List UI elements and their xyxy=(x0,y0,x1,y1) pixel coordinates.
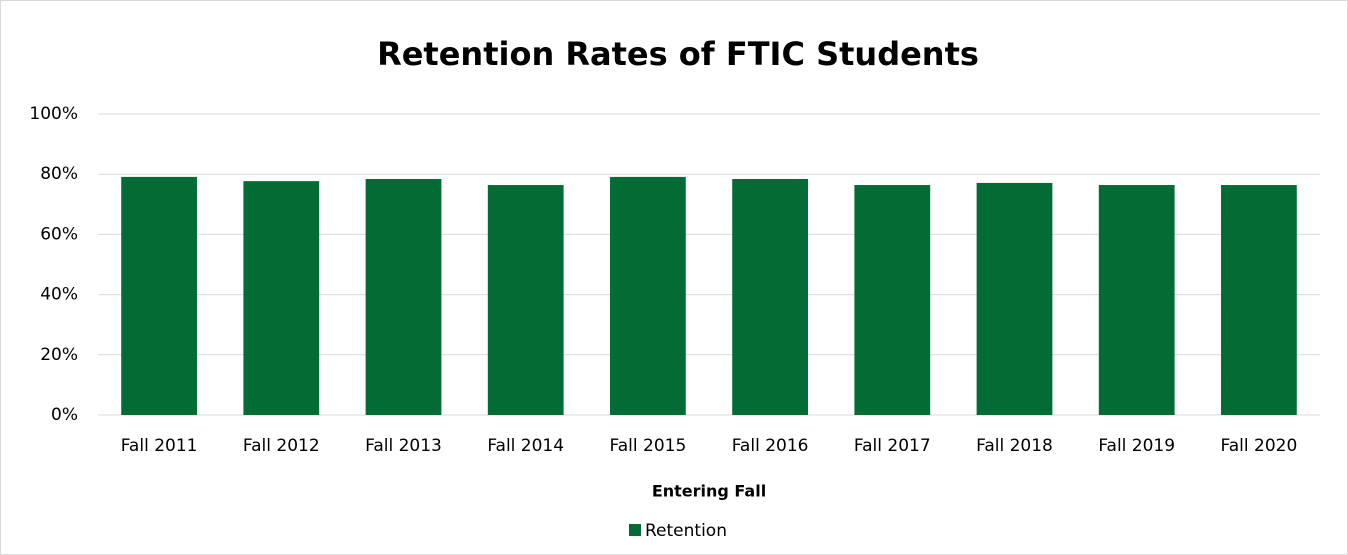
y-tick-label: 60% xyxy=(40,224,78,244)
x-tick-label: Fall 2018 xyxy=(976,436,1053,456)
bar xyxy=(976,182,1053,415)
x-tick-label: Fall 2012 xyxy=(243,436,320,456)
x-tick-label: Fall 2013 xyxy=(365,436,442,456)
x-tick-label: Fall 2011 xyxy=(121,436,198,456)
y-tick-label: 100% xyxy=(29,104,78,124)
bar xyxy=(1221,185,1297,415)
bar xyxy=(243,181,320,415)
y-tick-label: 20% xyxy=(40,345,78,365)
x-tick-label: Fall 2014 xyxy=(487,436,564,456)
x-axis-label: Entering Fall xyxy=(652,482,766,501)
x-tick-label: Fall 2015 xyxy=(610,436,687,456)
bar xyxy=(732,179,808,415)
x-tick-label: Fall 2017 xyxy=(854,436,931,456)
chart-title: Retention Rates of FTIC Students xyxy=(377,35,979,73)
bar xyxy=(121,176,197,415)
legend-swatch xyxy=(629,524,641,536)
bar xyxy=(365,179,442,415)
bar xyxy=(487,185,564,415)
bar xyxy=(610,176,686,415)
legend-label: Retention xyxy=(645,521,727,541)
bar xyxy=(1098,185,1175,415)
x-tick-label: Fall 2019 xyxy=(1098,436,1175,456)
y-tick-label: 0% xyxy=(51,405,78,425)
bar xyxy=(854,185,931,415)
x-tick-label: Fall 2016 xyxy=(732,436,809,456)
y-tick-label: 80% xyxy=(40,164,78,184)
y-tick-label: 40% xyxy=(40,285,78,305)
x-tick-label: Fall 2020 xyxy=(1221,436,1298,456)
